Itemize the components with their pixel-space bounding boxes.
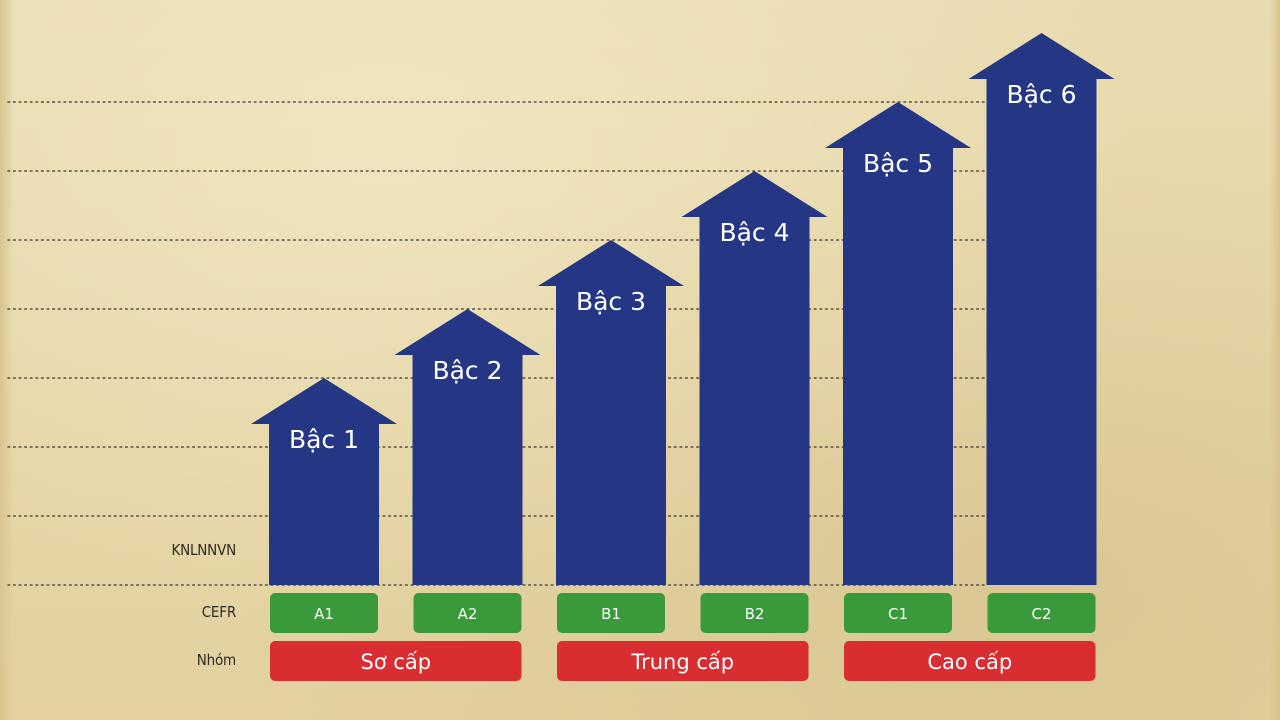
group-box: Sơ cấp	[270, 641, 522, 681]
cefr-label: C2	[1031, 605, 1051, 623]
row-label-cefr: CEFR	[201, 603, 236, 621]
level-arrow: Bậc 1	[251, 378, 397, 585]
cefr-label: C1	[888, 605, 908, 623]
group-label: Cao cấp	[927, 650, 1012, 674]
cefr-label: B2	[745, 605, 765, 623]
group-box-bg	[844, 641, 1096, 681]
arrow-shape	[681, 171, 828, 585]
cefr-box: B1	[557, 593, 665, 633]
group-box-bg	[557, 641, 809, 681]
group-label: Trung cấp	[630, 650, 734, 674]
level-arrow: Bậc 3	[538, 240, 684, 585]
arrow-label: Bậc 4	[719, 218, 789, 247]
arrow-label: Bậc 1	[289, 425, 359, 454]
page-edge-right	[1270, 0, 1280, 720]
arrow-label: Bậc 3	[576, 287, 646, 316]
cefr-boxes: A1 A2 B1 B2 C1 C2	[270, 593, 1096, 633]
level-arrow: Bậc 4	[681, 171, 828, 585]
level-arrow: Bậc 5	[825, 102, 971, 585]
cefr-label: A1	[314, 605, 334, 623]
arrow-label: Bậc 6	[1006, 80, 1076, 109]
arrow-shape	[251, 378, 397, 585]
cefr-box: A2	[413, 593, 522, 633]
group-box-bg	[270, 641, 522, 681]
level-arrow: Bậc 6	[968, 33, 1115, 585]
cefr-label: B1	[601, 605, 621, 623]
arrow-shape	[394, 309, 541, 585]
cefr-box-bg	[700, 593, 809, 633]
group-label: Sơ cấp	[360, 650, 431, 674]
page-edge-left	[0, 0, 14, 720]
arrow-shape	[968, 33, 1115, 585]
cefr-label: A2	[458, 605, 478, 623]
cefr-box: C2	[987, 593, 1096, 633]
cefr-box-bg	[413, 593, 522, 633]
row-label-group: Nhóm	[196, 651, 236, 669]
cefr-box: A1	[270, 593, 378, 633]
cefr-box-bg	[270, 593, 378, 633]
level-arrow: Bậc 2	[394, 309, 541, 585]
level-arrows: Bậc 1 Bậc 2 Bậc 3 Bậc 4 Bậc 5 Bậc 6	[251, 33, 1115, 585]
arrow-label: Bậc 2	[432, 356, 502, 385]
cefr-box: C1	[844, 593, 952, 633]
arrow-label: Bậc 5	[863, 149, 933, 178]
cefr-box-bg	[987, 593, 1096, 633]
row-label-knlnnvn: KNLNNVN	[171, 541, 236, 559]
cefr-box-bg	[557, 593, 665, 633]
group-box: Cao cấp	[844, 641, 1096, 681]
arrow-shape	[538, 240, 684, 585]
cefr-box: B2	[700, 593, 809, 633]
cefr-box-bg	[844, 593, 952, 633]
group-box: Trung cấp	[557, 641, 809, 681]
group-boxes: Sơ cấp Trung cấp Cao cấp	[270, 641, 1096, 681]
arrow-shape	[825, 102, 971, 585]
